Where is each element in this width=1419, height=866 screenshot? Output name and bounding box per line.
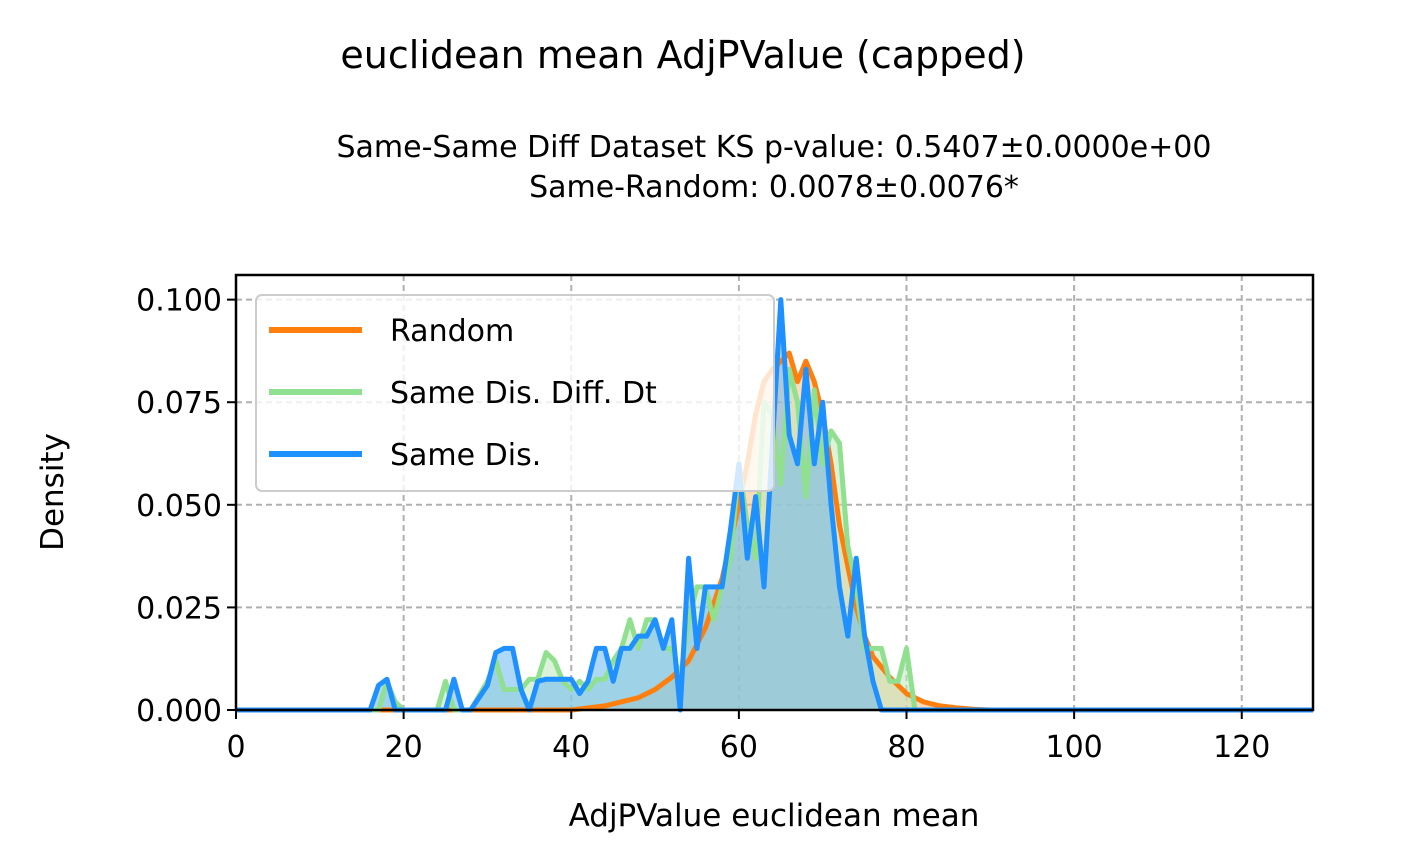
y-axis-label: Density (35, 433, 71, 551)
x-tick-label: 40 (552, 730, 590, 765)
plot-area-frame (234, 273, 1315, 712)
x-tick-label: 60 (720, 730, 758, 765)
density-line-series-2 (236, 297, 1313, 713)
axis-ticks: 0 20 40 60 80 100 120 0.000 0.025 0.050 0.075 0.100 (136, 284, 1270, 765)
x-axis-label: AdjPValue euclidean mean (569, 798, 980, 834)
y-tick-label: 0.100 (136, 284, 222, 319)
density-lines (236, 297, 1313, 713)
density-fills (236, 299, 1313, 710)
x-tick-label: 120 (1213, 730, 1270, 765)
chart-title: euclidean mean AdjPValue (capped) (340, 33, 1025, 77)
density-line-series-1 (236, 366, 1313, 713)
x-tick-label: 0 (226, 730, 245, 765)
chart-subtitle-line-1: Same-Same Diff Dataset KS p-value: 0.540… (337, 130, 1212, 165)
y-tick-label: 0.025 (136, 591, 222, 626)
density-fill-series-2 (236, 299, 1313, 710)
x-tick-label: 20 (385, 730, 423, 765)
y-tick-label: 0.050 (136, 489, 222, 524)
x-tick-label: 100 (1045, 730, 1102, 765)
x-tick-label: 80 (887, 730, 925, 765)
legend-label-random: Random (390, 314, 514, 349)
y-tick-label: 0.000 (136, 694, 222, 729)
legend-label-same-dis: Same Dis. (390, 438, 541, 473)
y-tick-label: 0.075 (136, 386, 222, 421)
legend: Random Same Dis. Diff. Dt Same Dis. (255, 294, 775, 492)
chart-subtitle-line-2: Same-Random: 0.0078±0.0076* (529, 170, 1019, 205)
legend-label-same-dis-diff-dt: Same Dis. Diff. Dt (390, 376, 657, 411)
legend-box (255, 294, 775, 492)
